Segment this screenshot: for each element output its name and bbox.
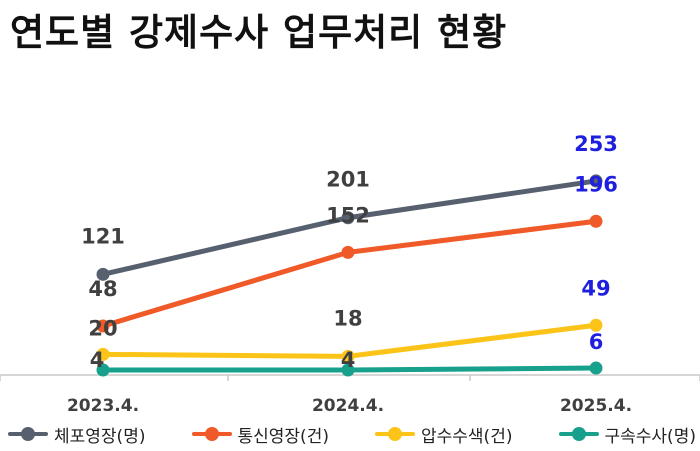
data-point xyxy=(341,211,355,225)
data-point xyxy=(96,363,110,377)
data-point xyxy=(96,347,110,361)
data-label: 20 xyxy=(88,316,117,340)
data-label: 253 xyxy=(574,132,618,156)
data-label: 4 xyxy=(90,348,105,372)
legend-item: 통신영장(건) xyxy=(190,422,329,447)
legend-item: 압수수색(건) xyxy=(373,422,512,447)
data-point xyxy=(96,267,110,281)
data-label: 18 xyxy=(333,306,362,330)
x-tick-label: 2023.4. xyxy=(67,396,139,416)
legend-label: 체포영장(명) xyxy=(54,426,146,447)
legend-label: 구속수사(명) xyxy=(604,426,696,447)
legend-label: 통신영장(건) xyxy=(237,426,329,447)
data-label: 4 xyxy=(341,348,356,372)
legend-item: 체포영장(명) xyxy=(6,422,145,447)
data-label: 49 xyxy=(581,276,610,300)
data-label: 152 xyxy=(326,203,370,227)
data-label: 121 xyxy=(81,224,125,248)
x-tick-label: 2024.4. xyxy=(312,396,384,416)
legend: 체포영장(명) 통신영장(건) 압수수색(건) 구속수사(명) xyxy=(6,420,696,448)
data-point xyxy=(341,245,355,259)
data-point xyxy=(96,319,110,333)
legend-label: 압수수색(건) xyxy=(421,426,513,447)
data-point xyxy=(589,361,603,375)
data-label: 201 xyxy=(326,168,370,192)
legend-swatch xyxy=(190,424,234,444)
legend-swatch xyxy=(557,424,601,444)
data-point xyxy=(341,349,355,363)
data-point xyxy=(589,318,603,332)
legend-item: 구속수사(명) xyxy=(557,422,696,447)
data-label: 196 xyxy=(574,172,618,196)
chart-title: 연도별 강제수사 업무처리 현황 xyxy=(10,11,508,54)
legend-swatch xyxy=(6,424,50,444)
data-label: 48 xyxy=(88,277,117,301)
x-tick-label: 2025.4. xyxy=(560,396,632,416)
series-line xyxy=(100,178,599,277)
data-point xyxy=(589,214,603,228)
data-label: 6 xyxy=(589,330,604,354)
data-point xyxy=(341,363,355,377)
legend-swatch xyxy=(373,424,417,444)
data-point xyxy=(589,174,603,188)
